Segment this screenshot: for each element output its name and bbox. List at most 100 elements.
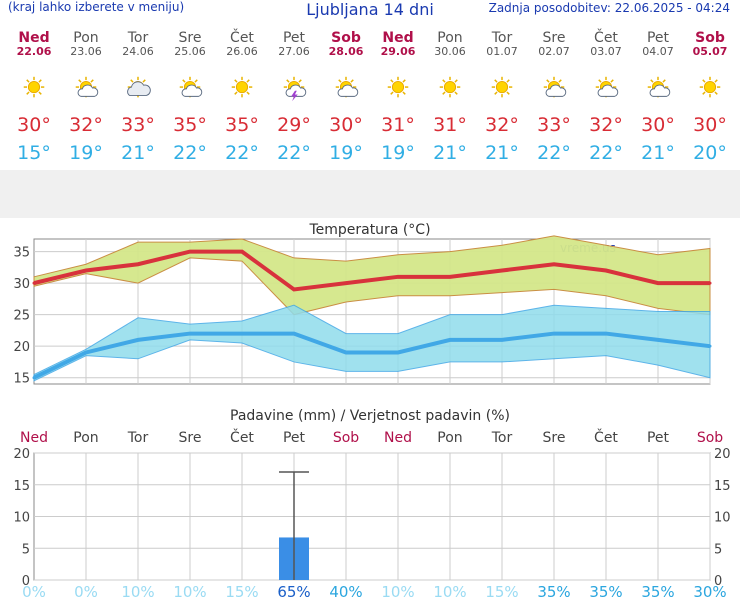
day-date: 04.07 xyxy=(642,45,674,58)
temp-max: 32° xyxy=(589,114,623,136)
sun-icon xyxy=(491,76,513,98)
day-date: 28.06 xyxy=(328,45,364,58)
day-name: Čet xyxy=(594,30,618,46)
x-day-label: Čet xyxy=(594,428,618,446)
min-temp-point xyxy=(344,350,348,354)
precip-probability: 15% xyxy=(225,583,258,600)
x-day-label: Sre xyxy=(179,430,202,446)
temp-max: 32° xyxy=(485,114,519,136)
temp-max: 30° xyxy=(641,114,675,136)
sun-icon xyxy=(699,76,721,98)
y-tick-label-right: 15 xyxy=(714,479,731,494)
min-temp-point xyxy=(292,332,296,336)
y-tick-label-right: 10 xyxy=(714,511,731,526)
day-column: Čet 03.07 32° 22° xyxy=(580,30,632,168)
max-temp-point xyxy=(500,269,504,273)
day-name: Pet xyxy=(646,30,670,46)
temp-min: 19° xyxy=(381,142,415,164)
day-column: Sob 28.06 30° 19° xyxy=(320,30,372,168)
day-column: Čet 26.06 35° 22° xyxy=(216,30,268,168)
day-name: Sob xyxy=(331,30,361,46)
y-tick-label: 25 xyxy=(13,309,30,324)
day-date: 27.06 xyxy=(278,45,310,58)
sun-cloud-icon xyxy=(647,76,671,98)
sun-icon xyxy=(439,76,461,98)
day-column: Sob 05.07 30° 20° xyxy=(684,30,736,168)
y-tick-label: 35 xyxy=(13,246,30,261)
max-temp-line xyxy=(33,249,710,292)
temp-min: 22° xyxy=(277,142,311,164)
y-tick-label-left: 0 xyxy=(22,574,30,589)
min-temp-band xyxy=(33,304,711,382)
sun-icon xyxy=(387,76,409,98)
day-date: 01.07 xyxy=(486,45,518,58)
day-name: Pon xyxy=(73,30,99,46)
day-date: 03.07 xyxy=(590,45,622,58)
y-tick-label-left: 15 xyxy=(13,479,30,494)
y-tick-label-right: 0 xyxy=(714,574,722,589)
temp-min: 22° xyxy=(537,142,571,164)
max-temp-point xyxy=(448,275,452,279)
day-date: 26.06 xyxy=(226,45,258,58)
temp-min: 19° xyxy=(69,142,103,164)
x-day-label: Tor xyxy=(127,430,149,446)
day-date: 22.06 xyxy=(16,45,52,58)
sun-cloud-icon xyxy=(179,76,203,98)
x-day-label: Sre xyxy=(543,430,566,446)
temp-min: 15° xyxy=(17,142,51,164)
sun-cloud-icon xyxy=(75,76,99,98)
x-day-label: Ned xyxy=(20,430,48,446)
min-temp-point xyxy=(32,376,36,380)
min-temp-line xyxy=(33,331,711,380)
last-updated: Zadnja posodobitev: 22.06.2025 - 04:24 xyxy=(488,1,730,15)
precip-probability: 35% xyxy=(537,583,570,600)
sun-icon xyxy=(231,76,253,98)
day-name: Sre xyxy=(542,30,566,46)
min-temp-point xyxy=(136,338,140,342)
max-temp-point xyxy=(656,281,660,285)
day-column: Pet 04.07 30° 21° xyxy=(632,30,684,168)
menu-note[interactable]: (kraj lahko izberete v meniju) xyxy=(8,0,185,14)
precip-probability: 40% xyxy=(329,583,362,600)
precip-probability: 10% xyxy=(173,583,206,600)
y-tick-label-left: 20 xyxy=(13,447,30,462)
day-column: Pon 23.06 32° 19° xyxy=(60,30,112,168)
day-column: Pon 30.06 31° 21° xyxy=(424,30,476,168)
day-column: Tor 24.06 33° 21° xyxy=(112,30,164,168)
day-date: 29.06 xyxy=(380,45,416,58)
min-temp-point xyxy=(396,350,400,354)
y-tick-label-left: 5 xyxy=(22,542,30,557)
min-temp-point xyxy=(552,332,556,336)
max-temp-point xyxy=(292,287,296,291)
max-temp-point xyxy=(396,275,400,279)
x-day-label: Pet xyxy=(647,430,670,446)
temp-max: 30° xyxy=(17,114,51,136)
day-date: 05.07 xyxy=(692,45,728,58)
temp-min: 19° xyxy=(329,142,363,164)
sun-cloud-icon xyxy=(543,76,567,98)
thunderstorm-icon xyxy=(283,76,307,102)
precip-probability: 10% xyxy=(121,583,154,600)
precip-probability: 35% xyxy=(589,583,622,600)
precip-probability: 0% xyxy=(74,583,98,600)
day-date: 23.06 xyxy=(70,45,102,58)
min-temp-point xyxy=(656,338,660,342)
day-name: Čet xyxy=(230,30,254,46)
max-temp-point xyxy=(136,262,140,266)
temp-max: 35° xyxy=(225,114,259,136)
sun-icon xyxy=(23,76,45,98)
day-column: Ned 22.06 30° 15° xyxy=(8,30,60,168)
min-temp-point xyxy=(500,338,504,342)
temp-min: 22° xyxy=(173,142,207,164)
min-temp-point xyxy=(188,332,192,336)
y-tick-label-right: 20 xyxy=(714,447,731,462)
x-day-label: Sob xyxy=(333,430,359,446)
temp-max: 32° xyxy=(69,114,103,136)
day-column: Pet 27.06 29° 22° xyxy=(268,30,320,168)
day-name: Pet xyxy=(282,30,306,46)
day-name: Ned xyxy=(18,30,50,46)
max-temp-point xyxy=(240,250,244,254)
day-name: Sre xyxy=(178,30,202,46)
temp-max: 33° xyxy=(537,114,571,136)
